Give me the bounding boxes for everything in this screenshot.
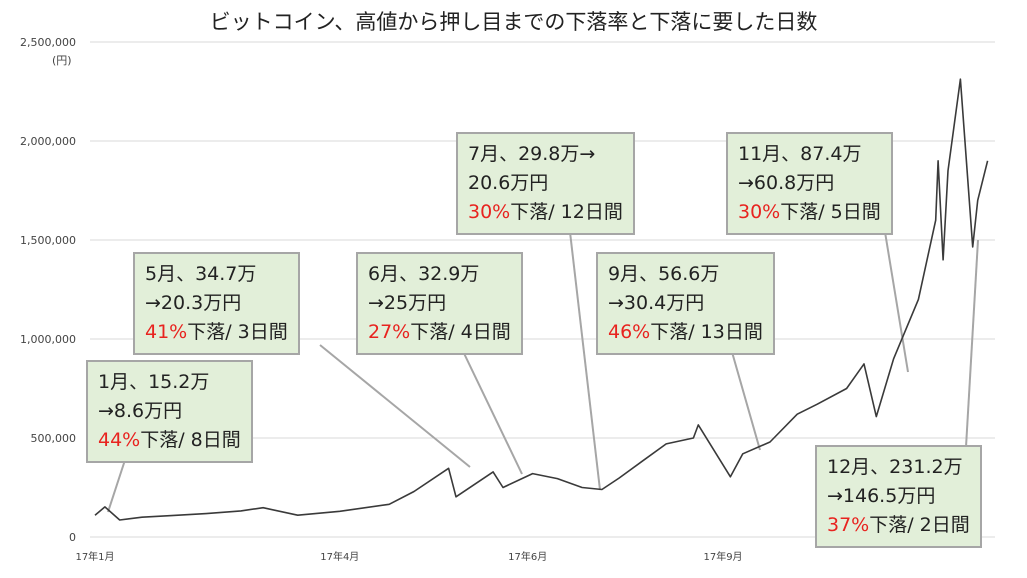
annotation-pct: 46% [608,321,651,343]
annotation-line1: 11月、87.4万 [738,143,862,165]
annotation-rest: 下落/ 3日間 [187,321,288,343]
annotation-dec: 12月、231.2万 →146.5万円 37%下落/ 2日間 [815,445,982,548]
annotation-line1: 1月、15.2万 [98,371,210,393]
y-axis-unit: (円) [52,54,72,67]
annotation-line1: 5月、34.7万 [145,263,257,285]
annotation-leader-line [569,231,601,491]
annotation-jan: 1月、15.2万 →8.6万円 44%下落/ 8日間 [86,360,253,463]
annotation-rest: 下落/ 8日間 [140,429,241,451]
annotation-may: 5月、34.7万 →20.3万円 41%下落/ 3日間 [133,252,300,355]
x-tick-label: 17年6月 [508,550,547,563]
annotation-leader-line [729,344,761,451]
annotation-pct: 27% [368,321,411,343]
annotation-line1: 12月、231.2万 [827,456,963,478]
annotation-nov: 11月、87.4万 →60.8万円 30%下落/ 5日間 [726,132,893,235]
annotation-line2: →60.8万円 [738,172,835,194]
annotation-line2: →146.5万円 [827,485,936,507]
annotation-line1: 9月、56.6万 [608,263,720,285]
annotation-rest: 下落/ 12日間 [510,201,623,223]
annotation-pct: 30% [738,201,781,223]
y-tick-label: 1,000,000 [20,333,76,346]
annotation-line2: →25万円 [368,292,447,314]
annotation-line1: 7月、29.8万→ [468,143,596,165]
annotation-line2: 20.6万円 [468,172,549,194]
annotation-jun: 6月、32.9万 →25万円 27%下落/ 4日間 [356,252,523,355]
annotation-rest: 下落/ 5日間 [780,201,881,223]
annotation-pct: 41% [145,321,188,343]
x-tick-label: 17年4月 [320,550,359,563]
x-tick-label: 17年1月 [75,550,114,563]
annotation-pct: 30% [468,201,511,223]
annotation-pct: 44% [98,429,141,451]
annotation-rest: 下落/ 13日間 [650,321,763,343]
y-tick-label: 500,000 [31,432,77,445]
annotation-leader-line [319,344,471,468]
annotation-line2: →8.6万円 [98,400,183,422]
annotation-sep: 9月、56.6万 →30.4万円 46%下落/ 13日間 [596,252,775,355]
annotation-leader-line [459,344,523,475]
annotation-rest: 下落/ 4日間 [410,321,511,343]
annotation-line2: →30.4万円 [608,292,705,314]
price-series-line [94,78,989,521]
annotation-pct: 37% [827,514,870,536]
annotation-rest: 下落/ 2日間 [869,514,970,536]
annotation-line1: 6月、32.9万 [368,263,480,285]
y-tick-label: 0 [69,531,76,544]
annotation-leader-line [884,231,909,373]
y-tick-label: 2,000,000 [20,135,76,148]
x-tick-label: 17年9月 [703,550,742,563]
annotation-leader-line [965,239,979,448]
chart-title: ビットコイン、高値から押し目までの下落率と下落に要した日数 [209,10,818,34]
y-tick-label: 2,500,000 [20,36,76,49]
y-tick-label: 1,500,000 [20,234,76,247]
annotation-line2: →20.3万円 [145,292,242,314]
annotation-leader-line [107,459,126,513]
annotation-jul: 7月、29.8万→ 20.6万円 30%下落/ 12日間 [456,132,635,235]
